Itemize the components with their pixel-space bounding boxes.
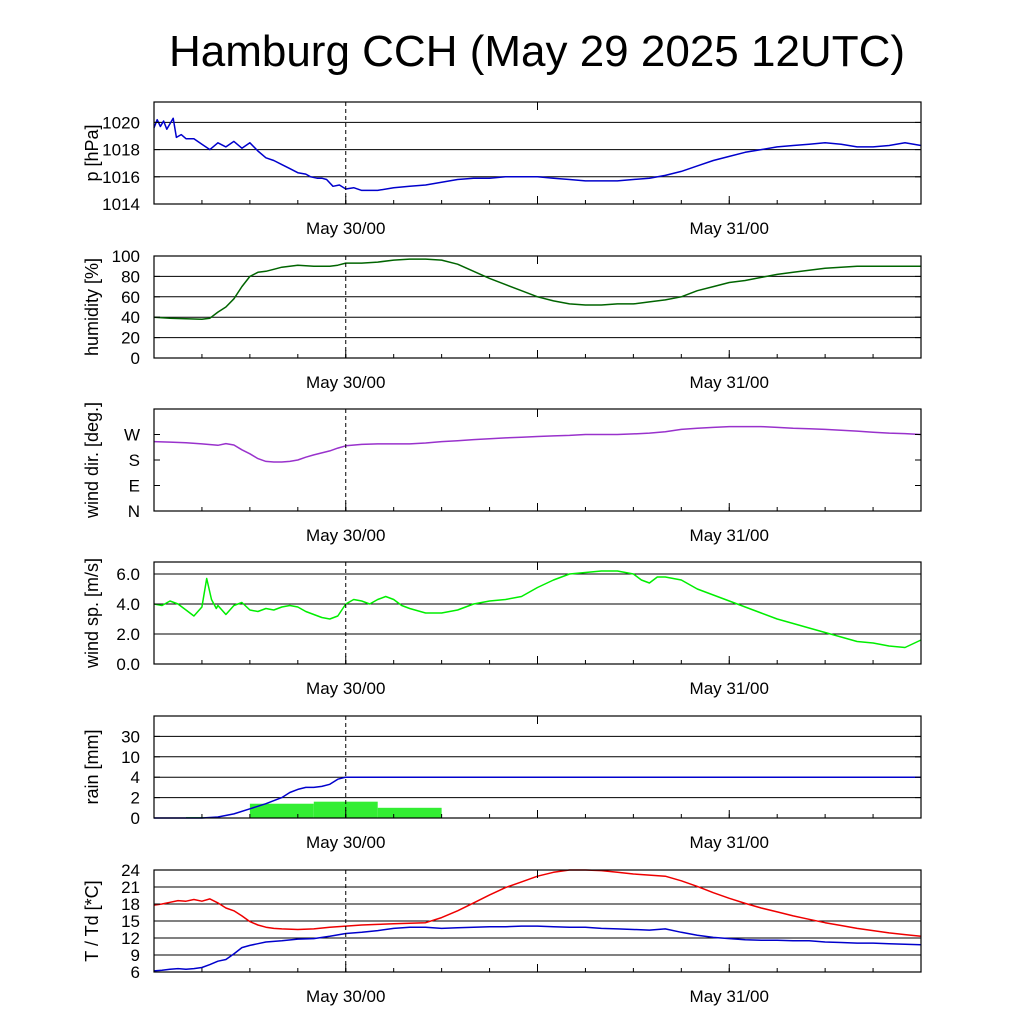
wind_speed-ytick-label-3: 6.0	[116, 565, 140, 584]
humidity-xtick-label-1: May 31/00	[690, 373, 769, 392]
temperature_dewpoint-ytick-label-3: 15	[121, 912, 140, 931]
pressure-xtick-label-0: May 30/00	[306, 219, 385, 238]
humidity-ylabel: humidity [%]	[82, 258, 102, 356]
humidity-ytick-label-3: 60	[121, 288, 140, 307]
pressure-series-pressure	[153, 117, 922, 192]
wind_speed-xtick-label-1: May 31/00	[690, 679, 769, 698]
temperature_dewpoint-series-temperature	[153, 869, 922, 938]
pressure-ylabel: p [hPa]	[82, 124, 102, 181]
wind_dir-frame	[153, 408, 922, 512]
humidity-ytick-label-5: 100	[112, 247, 140, 266]
wind_speed-ylabel: wind sp. [m/s]	[82, 558, 102, 669]
panel-rain: 02 410 30 May 30/00 May 31/00 rain [mm]	[82, 715, 922, 852]
humidity-ytick-label-1: 20	[121, 329, 140, 348]
wind_dir-ytick-label-3: W	[124, 426, 140, 445]
wind_speed-ytick-label-2: 4.0	[116, 595, 140, 614]
temperature_dewpoint-ytick-label-6: 24	[121, 861, 140, 880]
pressure-ytick-label-0: 1014	[102, 195, 140, 214]
wind_speed-ytick-label-0: 0.0	[116, 655, 140, 674]
temperature_dewpoint-series-dewpoint	[153, 925, 922, 972]
wind_dir-ytick-label-2: S	[129, 451, 140, 470]
wind_speed-series-wind_speed	[153, 570, 922, 649]
wind_dir-xtick-label-0: May 30/00	[306, 526, 385, 545]
rain-xtick-label-1: May 31/00	[690, 833, 769, 852]
humidity-ytick-label-2: 40	[121, 308, 140, 327]
panel-wind_speed: 0.0 2.0 4.0 6.0 May 30/00 May 31/00 wind sp. […	[82, 558, 922, 698]
temperature_dewpoint-ytick-label-4: 18	[121, 895, 140, 914]
rain-ytick-label-2: 4	[131, 768, 140, 787]
pressure-frame	[153, 101, 922, 205]
wind_speed-frame	[153, 561, 922, 665]
wind_speed-xtick-label-0: May 30/00	[306, 679, 385, 698]
pressure-xtick-label-1: May 31/00	[690, 219, 769, 238]
humidity-ytick-label-4: 80	[121, 267, 140, 286]
temperature_dewpoint-ylabel: T / Td [*C]	[82, 880, 102, 961]
wind_dir-ytick-label-0: N	[128, 502, 140, 521]
temperature_dewpoint-ytick-label-0: 6	[131, 963, 140, 982]
wind_dir-ylabel: wind dir. [deg.]	[82, 402, 102, 519]
rain-series-rain_line	[154, 776, 921, 819]
humidity-xtick-label-0: May 30/00	[306, 373, 385, 392]
rain-ytick-label-4: 30	[121, 727, 140, 746]
rain-bar-3	[377, 807, 442, 818]
humidity-series-humidity	[153, 258, 921, 320]
chart-title: Hamburg CCH (May 29 2025 12UTC)	[169, 27, 905, 76]
temperature_dewpoint-xtick-label-1: May 31/00	[690, 987, 769, 1006]
temperature_dewpoint-ytick-label-1: 9	[131, 946, 140, 965]
wind_dir-series-wind_dir	[153, 425, 922, 463]
humidity-ytick-label-0: 0	[131, 349, 140, 368]
pressure-ytick-label-1: 1016	[102, 168, 140, 187]
temperature_dewpoint-ytick-label-2: 12	[121, 929, 140, 948]
temperature_dewpoint-ytick-label-5: 21	[121, 878, 140, 897]
rain-ylabel: rain [mm]	[82, 729, 102, 804]
temperature_dewpoint-xtick-label-0: May 30/00	[306, 987, 385, 1006]
wind_dir-xtick-label-1: May 31/00	[690, 526, 769, 545]
wind_dir-ytick-label-1: E	[129, 477, 140, 496]
wind_speed-ytick-label-1: 2.0	[116, 625, 140, 644]
pressure-ytick-label-3: 1020	[102, 113, 140, 132]
rain-ytick-label-3: 10	[121, 748, 140, 767]
rain-xtick-label-0: May 30/00	[306, 833, 385, 852]
rain-ytick-label-0: 0	[131, 809, 140, 828]
rain-ytick-label-1: 2	[131, 789, 140, 808]
panel-pressure: 1014 1016 1018 1020 May 30/00 May 31/00 p [hPa…	[82, 101, 922, 238]
pressure-ytick-label-2: 1018	[102, 141, 140, 160]
